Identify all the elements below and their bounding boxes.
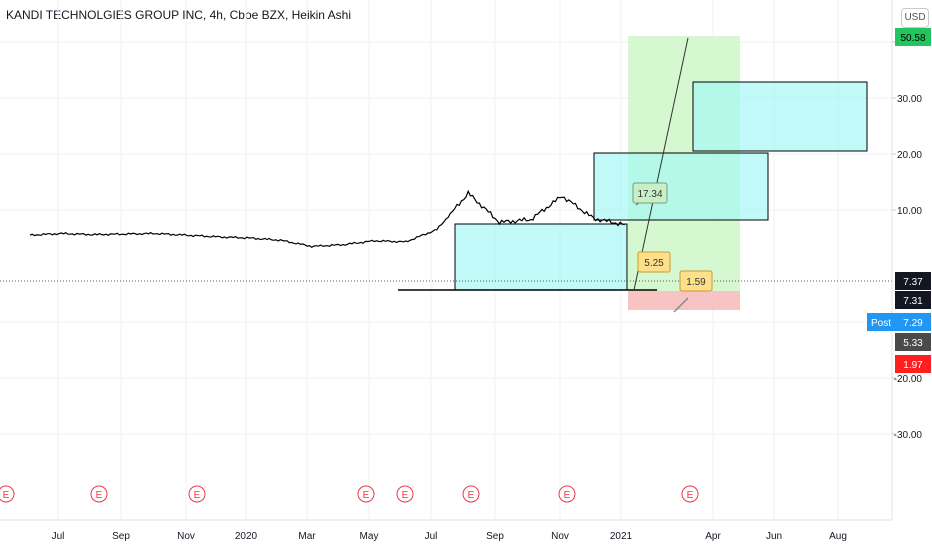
- x-tick-label: May: [360, 531, 379, 542]
- annotation-label: 5.25: [644, 258, 664, 269]
- earnings-marker-label: E: [363, 490, 370, 501]
- earnings-marker: [558, 485, 576, 503]
- price-label: 1.97: [903, 360, 923, 371]
- annotation-label: 1.59: [686, 277, 706, 288]
- price-label-box: [895, 28, 931, 46]
- price-label: 50.58: [900, 33, 925, 44]
- price-series-line: [29, 189, 625, 249]
- y-tick-label: -20.00: [894, 374, 923, 385]
- earnings-marker-label: E: [402, 490, 409, 501]
- earnings-marker: [0, 485, 15, 503]
- x-tick-label: Sep: [112, 531, 130, 542]
- earnings-marker-label: E: [687, 490, 694, 501]
- x-tick-label: Jun: [766, 531, 782, 542]
- price-label-box: [895, 272, 931, 290]
- earnings-marker: [396, 485, 414, 503]
- post-label: Post: [871, 318, 891, 329]
- x-tick-label: Jul: [52, 531, 65, 542]
- x-tick-label: Jul: [425, 531, 438, 542]
- price-label: 7.31: [903, 296, 923, 307]
- x-tick-label: Nov: [177, 531, 195, 542]
- x-tick-label: 2021: [610, 531, 633, 542]
- annotation-callout: [632, 182, 668, 204]
- earnings-marker: [188, 485, 206, 503]
- projection-line: [633, 37, 689, 291]
- earnings-marker-label: E: [3, 490, 10, 501]
- x-tick-label: Aug: [829, 531, 847, 542]
- price-label-box: [895, 291, 931, 309]
- annotation-label: 17.34: [637, 189, 662, 200]
- annotation-callout: [679, 270, 713, 292]
- stop-zone: [628, 291, 740, 310]
- earnings-marker-label: E: [468, 490, 475, 501]
- x-tick-label: Nov: [551, 531, 569, 542]
- x-tick-label: Sep: [486, 531, 504, 542]
- price-label: 5.33: [903, 338, 923, 349]
- zone-rectangle: [593, 152, 769, 221]
- earnings-marker-label: E: [96, 490, 103, 501]
- y-tick-label: 30.00: [897, 94, 922, 105]
- chart-title: KANDI TECHNOLGIES GROUP INC, 4h, Cboe BZ…: [6, 8, 351, 22]
- y-tick-label: 20.00: [897, 150, 922, 161]
- post-price-label: 7.29: [903, 318, 923, 329]
- currency-button[interactable]: USD: [901, 8, 929, 28]
- zone-rectangle: [692, 81, 868, 152]
- callout-pointer: [673, 297, 689, 313]
- zone-rectangle: [454, 223, 628, 291]
- earnings-marker-label: E: [564, 490, 571, 501]
- post-price-box: [895, 313, 931, 331]
- post-label-box: [867, 313, 895, 331]
- earnings-marker: [462, 485, 480, 503]
- earnings-marker: [681, 485, 699, 503]
- price-label-box: [895, 333, 931, 351]
- x-tick-label: Apr: [705, 531, 721, 542]
- y-tick-label: -30.00: [894, 430, 923, 441]
- price-label: 7.37: [903, 277, 923, 288]
- price-label-box: [895, 355, 931, 373]
- x-tick-label: Mar: [298, 531, 316, 542]
- y-tick-label: 10.00: [897, 206, 922, 217]
- x-tick-label: 2020: [235, 531, 258, 542]
- earnings-marker: [357, 485, 375, 503]
- annotation-callout: [637, 251, 671, 273]
- earnings-marker: [90, 485, 108, 503]
- earnings-marker-label: E: [194, 490, 201, 501]
